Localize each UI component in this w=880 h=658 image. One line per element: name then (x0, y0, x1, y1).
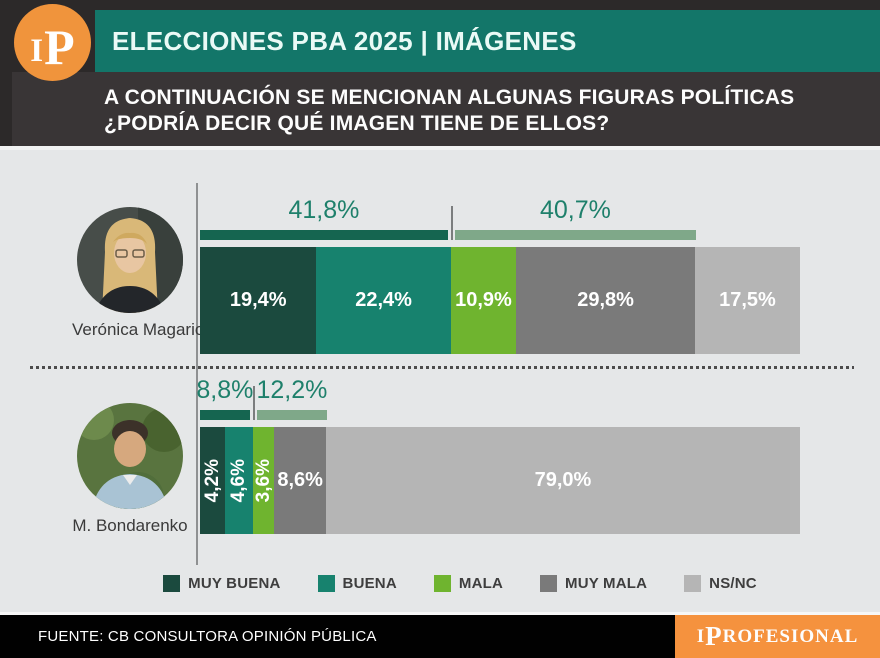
question-line-1: A CONTINUACIÓN SE MENCIONAN ALGUNAS FIGU… (104, 86, 795, 109)
segment-value-label: 22,4% (355, 289, 412, 311)
iprofesional-logo: I P ROFESIONAL (675, 615, 880, 658)
segment-buena: 22,4% (316, 247, 451, 354)
segment-mala: 10,9% (450, 247, 517, 354)
negative-total-label: 12,2% (256, 376, 328, 404)
negative-total-group: 40,7% (454, 196, 696, 240)
bar-row-ver-nica-magario: 41,8% 40,7% 19,4% 22,4% 10,9% 29,8% 17,5% (200, 198, 800, 354)
negative-total-label: 40,7% (539, 196, 611, 224)
total-divider-tick (252, 386, 255, 420)
segment-muy-buena: 4,2% (200, 427, 226, 534)
segment-muy-mala: 8,6% (274, 427, 326, 534)
totals-bracket: 41,8% 40,7% (200, 198, 800, 240)
person-m-bondarenko: M. Bondarenko (72, 402, 188, 536)
divider-strip (0, 146, 880, 150)
negative-total-group: 12,2% (256, 376, 328, 420)
positive-total-bar (200, 230, 448, 240)
total-divider-tick (450, 206, 453, 240)
segment-value-label: 4,6% (227, 458, 249, 503)
positive-total-label: 8,8% (196, 376, 254, 404)
negative-total-bar (256, 410, 327, 420)
legend-label: BUENA (342, 575, 397, 592)
question-box: A CONTINUACIÓN SE MENCIONAN ALGUNAS FIGU… (12, 72, 880, 146)
segment-value-label: 3,6% (252, 458, 274, 503)
legend-item-buena: BUENA (317, 575, 397, 592)
segment-buena: 4,6% (225, 427, 253, 534)
veronica-magario-photo (77, 207, 183, 313)
person-name: M. Bondarenko (72, 516, 188, 535)
page-title: ELECCIONES PBA 2025 | IMÁGENES (112, 25, 577, 56)
legend-label: MALA (458, 575, 503, 592)
negative-total-bar (454, 230, 696, 240)
legend-label: MUY BUENA (188, 575, 281, 592)
person-name: Verónica Magario (72, 320, 205, 339)
legend-swatch (433, 575, 451, 592)
brand-letter-p: P (705, 621, 723, 651)
legend-label: MUY MALA (565, 575, 648, 592)
legend-label: NS/NC (709, 575, 757, 592)
ip-logo: I P (14, 4, 91, 81)
legend-swatch (163, 575, 181, 592)
bar-row-m-bondarenko: 8,8% 12,2% 4,2% 4,6% 3,6% 8,6% 79,0% (196, 376, 800, 534)
y-axis-line (196, 183, 198, 565)
legend-item-muy-mala: MUY MALA (540, 575, 647, 592)
segment-mala: 3,6% (252, 427, 275, 534)
segment-value-label: 8,6% (277, 469, 323, 491)
chart-panel: Verónica Magario M. Bondarenko 41,8% 40,7… (0, 150, 880, 612)
positive-total-bar (200, 410, 250, 420)
segment-value-label: 19,4% (229, 289, 287, 311)
positive-total-label: 41,8% (288, 196, 360, 224)
legend-swatch (684, 575, 702, 592)
person-verocnica-magario: Verónica Magario (72, 206, 205, 340)
segment-value-label: 10,9% (455, 289, 512, 311)
legend-item-mala: MALA (433, 575, 503, 592)
positive-total-group: 41,8% (200, 198, 448, 240)
legend-item-muy-buena: MUY BUENA (163, 575, 280, 592)
footer: FUENTE: CB CONSULTORA OPINIÓN PÚBLICA I … (0, 615, 880, 658)
segment-muy-buena: 19,4% (200, 247, 317, 354)
totals-bracket: 8,8% 12,2% (196, 376, 800, 420)
legend-item-ns-nc: NS/NC (684, 575, 757, 592)
segment-value-label: 17,5% (719, 289, 776, 311)
segment-value-label: 29,8% (577, 289, 634, 311)
divider-strip-2 (0, 612, 880, 615)
stacked-bar: 19,4% 22,4% 10,9% 29,8% 17,5% (200, 247, 800, 354)
segment-value-label: 79,0% (534, 469, 592, 491)
segment-ns-nc: 17,5% (694, 247, 800, 354)
legend: MUY BUENA BUENA MALA MUY MALA NS/NC (135, 575, 785, 592)
segment-ns-nc: 79,0% (325, 427, 800, 534)
legend-swatch (540, 575, 557, 592)
positive-total-group: 8,8% (196, 378, 253, 420)
brand-rest: ROFESIONAL (722, 625, 859, 647)
logo-letter-i: I (30, 33, 44, 69)
stacked-bar: 4,2% 4,6% 3,6% 8,6% 79,0% (200, 427, 800, 534)
m-bondarenko-photo (77, 403, 183, 509)
source-text: FUENTE: CB CONSULTORA OPINIÓN PÚBLICA (38, 628, 377, 645)
brand-letter-i: I (696, 625, 706, 647)
legend-swatch (317, 575, 335, 592)
header: ELECCIONES PBA 2025 | IMÁGENES A CONTINU… (0, 0, 880, 146)
segment-muy-mala: 29,8% (516, 247, 695, 354)
question-line-2: ¿PODRÍA DECIR QUÉ IMAGEN TIENE DE ELLOS? (104, 112, 610, 135)
logo-letter-p: P (44, 19, 75, 75)
row-divider (30, 366, 854, 369)
segment-value-label: 4,2% (201, 458, 223, 503)
title-banner: ELECCIONES PBA 2025 | IMÁGENES (95, 10, 880, 72)
